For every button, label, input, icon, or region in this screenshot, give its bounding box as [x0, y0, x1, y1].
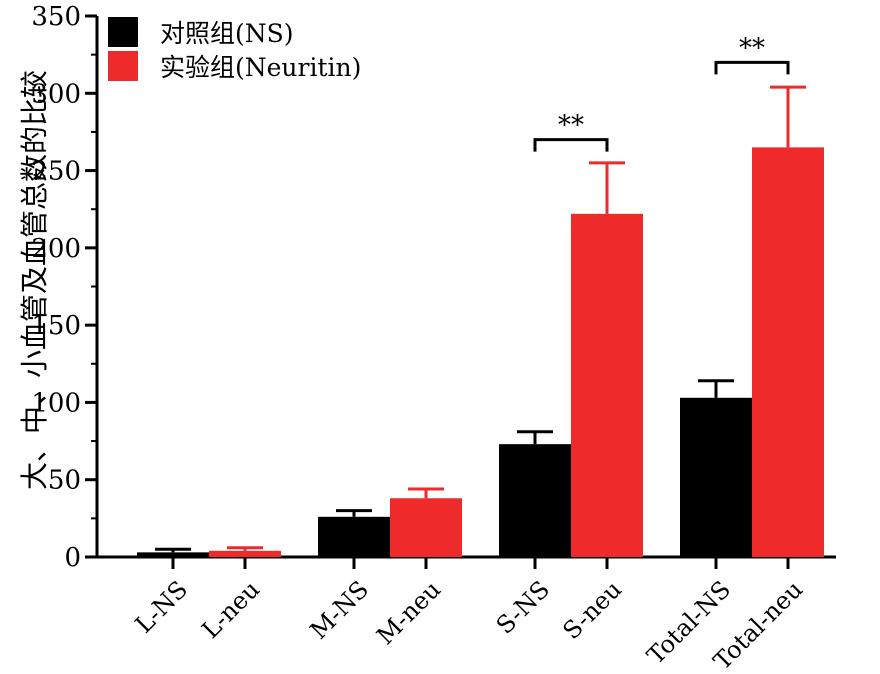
- y-tick-label: 300: [31, 79, 81, 109]
- legend-swatch: [108, 17, 138, 47]
- legend-label: 实验组(Neuritin): [160, 53, 361, 82]
- bar-Total-neu: [752, 147, 824, 557]
- x-tick-label: M-NS: [305, 575, 374, 644]
- significance-bracket: [714, 60, 790, 75]
- bar-S-NS: [499, 444, 571, 557]
- y-tick-label: 150: [31, 311, 81, 341]
- bar-L-neu: [209, 550, 281, 557]
- x-tick-label: L-neu: [196, 575, 265, 644]
- bar-S-neu: [571, 213, 643, 557]
- axes: 0 50 100 150 200 250 300 350 L-NS L-neu M-NSM-neu S…: [31, 2, 836, 674]
- x-tick-label: L-NS: [130, 575, 193, 638]
- bar-M-neu: [390, 498, 462, 557]
- y-tick-label: 200: [31, 234, 81, 264]
- y-tick-label: 50: [48, 466, 81, 496]
- bar-L-NS: [137, 552, 209, 557]
- significance-bracket: [533, 138, 609, 152]
- bar-Total-NS: [680, 397, 752, 557]
- y-tick-label: 0: [64, 543, 81, 573]
- x-tick-label: M-neu: [371, 575, 446, 650]
- y-axis-label: 大、中、小血管及血管总数的比较: [18, 70, 51, 490]
- legend: 对照组(NS) 实验组(Neuritin): [108, 17, 361, 82]
- bar-M-NS: [318, 516, 390, 557]
- y-tick-label: 250: [31, 157, 81, 187]
- x-tick-label: S-NS: [491, 575, 555, 639]
- bars: [137, 85, 824, 557]
- legend-label: 对照组(NS): [160, 19, 294, 48]
- legend-swatch: [108, 51, 138, 81]
- significance-label: **: [558, 111, 584, 141]
- y-tick-label: 100: [31, 388, 81, 418]
- x-tick-label: S-neu: [557, 575, 627, 645]
- significance-markers: ** **: [533, 33, 790, 152]
- y-tick-label: 350: [31, 2, 81, 32]
- significance-label: **: [739, 33, 765, 63]
